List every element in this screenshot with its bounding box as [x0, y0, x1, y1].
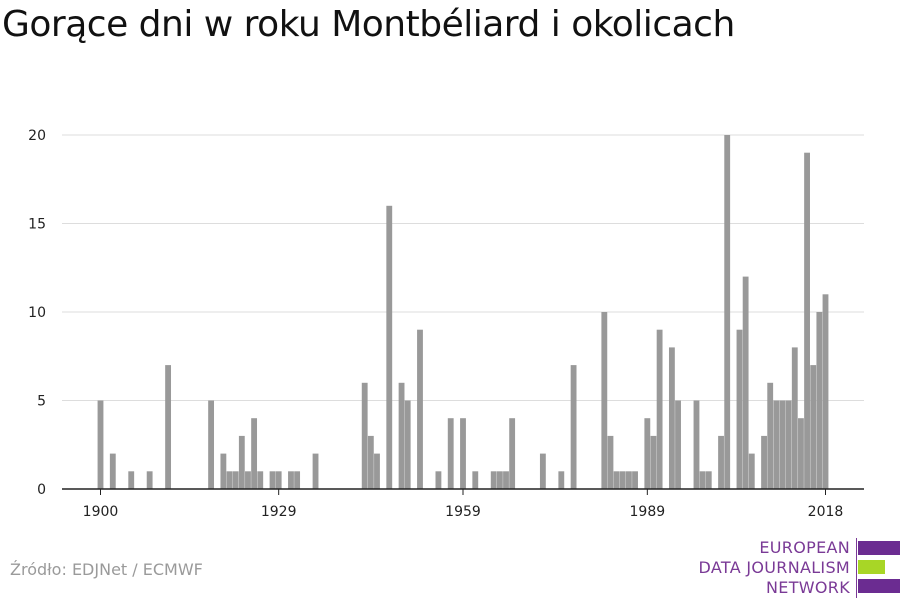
bar-1983	[607, 435, 614, 489]
bar-1977	[570, 365, 577, 489]
edjnet-logo: EUROPEAN DATA JOURNALISM NETWORK	[698, 538, 900, 598]
bar-1935	[312, 453, 319, 489]
bar-1982	[601, 312, 608, 489]
bar-1984	[613, 471, 620, 489]
bar-2002	[724, 135, 731, 489]
bar-2018	[822, 294, 829, 489]
bar-1932	[294, 471, 301, 489]
bar-1991	[656, 329, 663, 489]
x-tick-labels: 1900 1929 1959 1989 2018	[83, 489, 844, 520]
bar-1918	[208, 400, 215, 489]
bar-1987	[632, 471, 638, 489]
bar-1911	[165, 365, 172, 489]
bar-1966	[503, 471, 509, 489]
x-tick-label: 1989	[630, 504, 666, 520]
logo-bar-bottom	[858, 579, 900, 593]
bar-1945	[374, 453, 380, 489]
bar-2012	[785, 400, 792, 489]
bar-1993	[668, 347, 675, 489]
bar-1990	[650, 435, 657, 489]
bar-1986	[625, 471, 632, 489]
bar-1964	[490, 471, 497, 489]
bar-1955	[435, 471, 442, 489]
bar-1998	[699, 471, 706, 489]
bar-1943	[361, 382, 368, 489]
x-tick-label: 1929	[261, 504, 297, 520]
bar-2006	[748, 453, 755, 489]
y-tick-label: 10	[28, 305, 46, 321]
bar-1952	[417, 329, 423, 489]
bar-2015	[804, 152, 810, 489]
bar-2014	[798, 418, 804, 489]
bar-2010	[773, 400, 780, 489]
logo-line-2: DATA JOURNALISM	[698, 558, 850, 577]
bar-series	[97, 135, 829, 490]
bar-1985	[619, 471, 626, 489]
bar-1947	[386, 205, 393, 490]
bar-1928	[269, 471, 276, 489]
bar-2013	[791, 347, 798, 489]
x-tick-label: 1959	[445, 504, 481, 520]
logo-line-3: NETWORK	[766, 578, 850, 597]
bar-1959	[460, 418, 466, 489]
bar-1967	[509, 418, 516, 489]
bar-1950	[404, 400, 411, 489]
bar-1925	[251, 418, 258, 489]
bar-1931	[288, 471, 294, 489]
bar-1965	[496, 471, 503, 489]
bar-1920	[220, 453, 227, 489]
bar-2004	[736, 329, 743, 489]
bar-1944	[367, 435, 374, 489]
bar-1922	[232, 471, 239, 489]
logo-line-1: EUROPEAN	[759, 538, 850, 557]
bar-1902	[109, 453, 116, 489]
bar-1989	[644, 418, 651, 489]
bar-2008	[761, 435, 767, 489]
bar-1949	[398, 382, 405, 489]
y-tick-label: 0	[37, 482, 46, 498]
y-tick-label: 5	[37, 394, 46, 410]
bar-1999	[705, 471, 712, 489]
grid-lines	[62, 134, 864, 401]
bar-1926	[257, 471, 264, 489]
bar-1975	[558, 471, 565, 489]
bar-1924	[245, 471, 251, 489]
logo-bar-middle	[858, 560, 885, 574]
bar-2001	[718, 435, 724, 489]
bar-1994	[675, 400, 681, 489]
bar-1908	[146, 471, 153, 489]
y-tick-label: 20	[28, 128, 46, 144]
bar-2009	[767, 382, 774, 489]
bar-2011	[779, 400, 786, 489]
bar-2016	[810, 365, 817, 489]
bar-1921	[226, 471, 233, 489]
x-tick-label: 2018	[808, 504, 844, 520]
bar-1957	[447, 418, 454, 489]
bar-1900	[97, 400, 104, 489]
bar-1923	[238, 435, 245, 489]
logo-separator	[856, 538, 857, 598]
bar-1961	[472, 471, 479, 489]
logo-bar-top	[858, 541, 900, 555]
bar-1997	[693, 400, 700, 489]
bar-2005	[742, 276, 749, 489]
bar-1929	[275, 471, 282, 489]
bar-1905	[128, 471, 135, 489]
y-tick-labels: 0 5 10 15 20	[28, 128, 46, 498]
bar-2017	[816, 312, 823, 489]
y-tick-label: 15	[28, 217, 46, 233]
x-tick-label: 1900	[83, 504, 119, 520]
source-note: Źródło: EDJNet / ECMWF	[10, 560, 203, 579]
bar-1972	[539, 453, 546, 489]
chart-title: Gorące dni w roku Montbéliard i okolicac…	[2, 4, 735, 45]
